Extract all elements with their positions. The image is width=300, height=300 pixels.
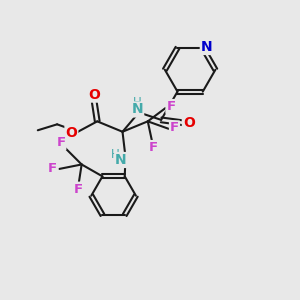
Text: F: F xyxy=(74,183,82,196)
Text: O: O xyxy=(183,116,195,130)
Text: O: O xyxy=(88,88,100,102)
Text: N: N xyxy=(201,40,212,54)
Text: H: H xyxy=(111,148,119,160)
Text: F: F xyxy=(170,122,179,134)
Text: H: H xyxy=(133,96,142,109)
Text: N: N xyxy=(132,103,143,116)
Text: F: F xyxy=(48,162,57,176)
Text: N: N xyxy=(115,153,127,167)
Text: F: F xyxy=(149,141,158,154)
Text: F: F xyxy=(56,136,65,149)
Text: F: F xyxy=(167,100,176,113)
Text: O: O xyxy=(65,126,77,140)
